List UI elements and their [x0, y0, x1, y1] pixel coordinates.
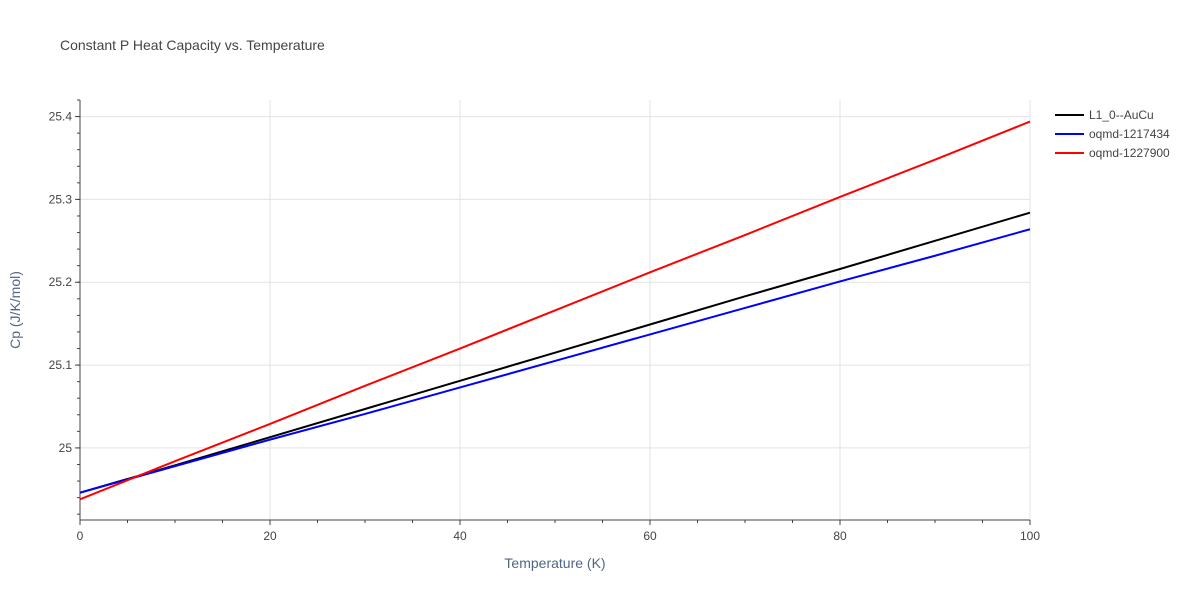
y-tick-label: 25.2 — [49, 275, 73, 289]
x-tick-label: 80 — [833, 529, 847, 543]
x-tick-label: 0 — [77, 529, 84, 543]
series-lines — [79, 120, 1031, 501]
y-tick-label: 25.1 — [49, 358, 73, 372]
series-line — [79, 228, 1031, 494]
legend-label: oqmd-1217434 — [1089, 127, 1170, 141]
series-line — [79, 120, 1031, 501]
y-tick-label: 25.3 — [49, 192, 73, 206]
x-tick-label: 100 — [1020, 529, 1040, 543]
y-tick-label: 25.4 — [49, 110, 73, 124]
chart-title: Constant P Heat Capacity vs. Temperature — [60, 37, 325, 53]
legend-label: oqmd-1227900 — [1089, 146, 1170, 160]
x-tick-label: 40 — [453, 529, 467, 543]
y-axis-title: Cp (J/K/mol) — [7, 271, 23, 349]
x-axis-title: Temperature (K) — [504, 555, 605, 571]
x-tick-label: 60 — [643, 529, 657, 543]
y-tick-label: 25 — [59, 441, 73, 455]
legend-label: L1_0--AuCu — [1089, 108, 1154, 122]
series-line — [79, 211, 1031, 494]
x-tick-label: 20 — [263, 529, 277, 543]
legend: L1_0--AuCu oqmd-1217434 oqmd-1227900 — [1055, 108, 1170, 160]
axes: 0 20 40 60 80 100 25 25.1 25.2 25.3 25.4 — [49, 99, 1040, 543]
